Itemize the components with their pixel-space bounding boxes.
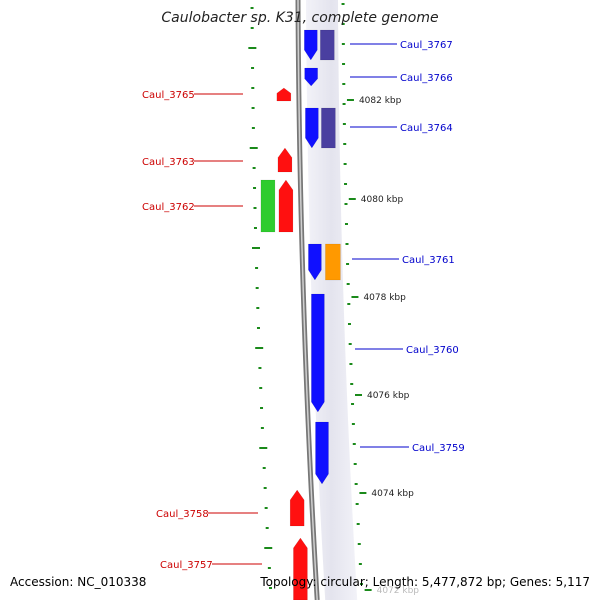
genome-title: Caulobacter sp. K31, complete genome: [161, 10, 439, 26]
caul-3762-arrow[interactable]: [278, 179, 294, 233]
caul-3761-feature[interactable]: [325, 243, 341, 281]
kbp-marker-label: 4078 kbp: [363, 293, 406, 303]
kbp-marker-label: 4074 kbp: [371, 489, 414, 499]
caul-3761-arrow[interactable]: [308, 243, 322, 281]
caul-3766-arrow[interactable]: [304, 67, 318, 87]
caul-3758-arrow[interactable]: [289, 489, 305, 527]
kbp-marker-label: 4072 kbp: [377, 586, 420, 596]
kbp-marker-label: 4082 kbp: [359, 96, 402, 106]
caul-3760-label[interactable]: Caul_3760: [406, 345, 459, 356]
caul-3767-cds[interactable]: [320, 29, 335, 61]
caul-3765-arrow[interactable]: [276, 87, 292, 102]
caul-3763-label[interactable]: Caul_3763: [142, 157, 195, 168]
kbp-marker-label: 4076 kbp: [367, 391, 410, 401]
caul-3758-label[interactable]: Caul_3758: [156, 509, 209, 520]
kbp-marker-label: 4080 kbp: [361, 195, 404, 205]
caul-3757-label[interactable]: Caul_3757: [160, 560, 213, 571]
caul-3762-label[interactable]: Caul_3762: [142, 202, 195, 213]
caul-3763-arrow[interactable]: [277, 147, 293, 173]
caul-3757-arrow[interactable]: [293, 537, 308, 601]
caul-3761-label[interactable]: Caul_3761: [402, 255, 455, 266]
topology-text: Topology: circular; Length: 5,477,872 bp…: [260, 575, 590, 589]
caul-3759-label[interactable]: Caul_3759: [412, 443, 465, 454]
caul-3762-feature[interactable]: [260, 179, 276, 233]
caul-3759-arrow[interactable]: [315, 421, 329, 485]
caul-3764-arrow[interactable]: [305, 107, 319, 149]
caul-3764-cds[interactable]: [321, 107, 336, 149]
genome-backbone-highlight: [297, 0, 318, 601]
caul-3767-label[interactable]: Caul_3767: [400, 40, 453, 51]
caul-3764-label[interactable]: Caul_3764: [400, 123, 453, 134]
caul-3766-label[interactable]: Caul_3766: [400, 73, 453, 84]
caul-3767-arrow[interactable]: [304, 29, 318, 61]
caul-3765-label[interactable]: Caul_3765: [142, 90, 195, 101]
accession-text: Accession: NC_010338: [10, 575, 147, 589]
caul-3760-arrow[interactable]: [311, 293, 325, 413]
